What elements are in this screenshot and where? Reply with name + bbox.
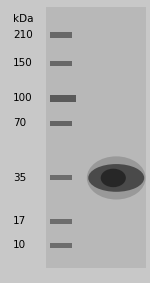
FancyBboxPatch shape xyxy=(50,61,72,66)
FancyBboxPatch shape xyxy=(50,219,72,224)
Text: 17: 17 xyxy=(13,216,26,226)
FancyBboxPatch shape xyxy=(50,121,72,126)
Text: 210: 210 xyxy=(13,30,33,40)
Text: 35: 35 xyxy=(13,173,26,183)
Ellipse shape xyxy=(101,169,126,187)
FancyBboxPatch shape xyxy=(50,175,72,181)
Ellipse shape xyxy=(88,164,144,192)
Text: 70: 70 xyxy=(13,118,26,128)
Text: 150: 150 xyxy=(13,58,33,68)
Text: 10: 10 xyxy=(13,240,26,250)
Ellipse shape xyxy=(87,156,146,200)
Text: kDa: kDa xyxy=(13,14,34,24)
FancyBboxPatch shape xyxy=(50,95,76,102)
FancyBboxPatch shape xyxy=(50,33,72,38)
Text: 100: 100 xyxy=(13,93,33,103)
FancyBboxPatch shape xyxy=(50,243,72,248)
FancyBboxPatch shape xyxy=(46,7,146,268)
